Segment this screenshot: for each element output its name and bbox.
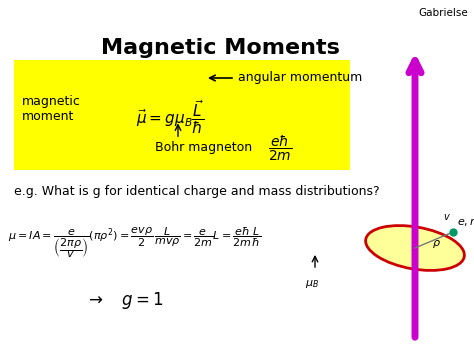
Text: $\mu_B$: $\mu_B$ [305,278,319,290]
Text: $\rightarrow \quad g = 1$: $\rightarrow \quad g = 1$ [85,290,164,311]
Text: $v$: $v$ [443,212,451,222]
Text: $\vec{\mu} = g\mu_B \dfrac{\vec{L}}{\hbar}$: $\vec{\mu} = g\mu_B \dfrac{\vec{L}}{\hba… [136,98,204,136]
Ellipse shape [365,225,465,271]
Text: Bohr magneton: Bohr magneton [155,142,252,154]
Text: $e, m$: $e, m$ [457,217,474,228]
Text: angular momentum: angular momentum [238,71,362,84]
Text: magnetic
moment: magnetic moment [22,95,81,124]
Bar [14,60,350,170]
Text: $\dfrac{e\hbar}{2m}$: $\dfrac{e\hbar}{2m}$ [268,133,292,163]
Text: $\mu = IA = \dfrac{e}{\left(\dfrac{2\pi\rho}{v}\right)}(\pi\rho^2) = \dfrac{ev\r: $\mu = IA = \dfrac{e}{\left(\dfrac{2\pi\… [8,225,262,260]
Text: e.g. What is g for identical charge and mass distributions?: e.g. What is g for identical charge and … [14,185,380,198]
Text: $\rho$: $\rho$ [431,238,440,250]
Text: Gabrielse: Gabrielse [418,8,468,18]
Text: Magnetic Moments: Magnetic Moments [100,38,339,58]
